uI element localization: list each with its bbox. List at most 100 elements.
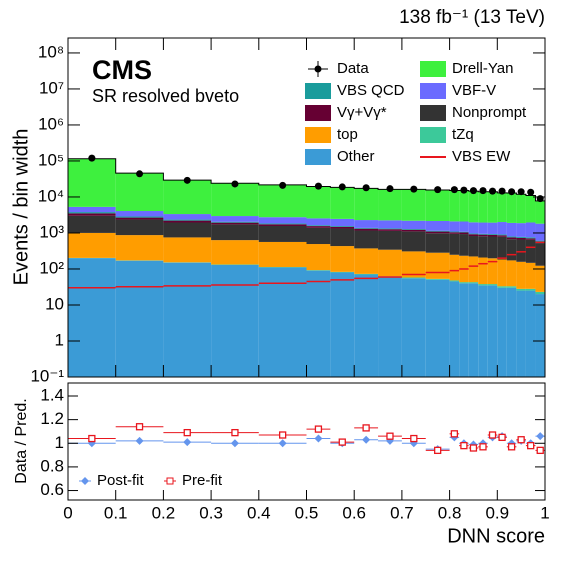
legend-label: VBS EW <box>452 148 511 165</box>
postfit-point <box>183 438 192 447</box>
y-tick-label: 10³ <box>39 222 64 241</box>
y-tick-label: 10⁴ <box>38 186 64 205</box>
postfit-point <box>536 432 545 441</box>
stack-bar <box>506 239 517 261</box>
stack-bar <box>306 270 331 271</box>
stack-bar <box>354 228 379 231</box>
data-point <box>517 188 525 196</box>
y-tick-label: 1.2 <box>40 409 64 428</box>
stack-bar <box>449 232 460 234</box>
stack-bar <box>401 278 426 377</box>
y-tick-label: 10⁶ <box>38 114 64 133</box>
y-tick-label: 1 <box>55 330 64 349</box>
stack-bar <box>401 277 426 279</box>
data-point <box>314 182 322 190</box>
y-tick-label: 10 <box>45 294 64 313</box>
stack-bar <box>478 234 488 237</box>
stack-bar <box>330 187 355 219</box>
stack-bar <box>306 226 331 228</box>
prefit-point <box>135 423 144 431</box>
stack-bar <box>535 243 545 266</box>
legend-label: top <box>337 126 358 143</box>
prefit-point <box>183 428 191 437</box>
stack-bar <box>497 236 507 260</box>
x-tick-label: 0 <box>63 503 72 522</box>
stack-bar <box>459 282 469 284</box>
y-tick-label: 1 <box>55 433 64 452</box>
stack-bar <box>378 249 402 277</box>
legend-swatch <box>305 83 331 99</box>
stack-bar <box>525 237 536 239</box>
prefit-point <box>386 432 394 440</box>
legend-label: Post-fit <box>97 472 145 489</box>
stack-bar <box>211 183 259 217</box>
stack-bar <box>378 230 402 250</box>
stack-bar <box>211 240 259 265</box>
x-tick-label: 0.2 <box>152 503 176 522</box>
stack-bar <box>478 284 488 286</box>
stack-bar <box>163 180 212 215</box>
stack-bar <box>478 257 488 285</box>
stack-bar <box>401 229 426 232</box>
stack-bar <box>449 221 460 232</box>
stack-bar <box>525 290 536 377</box>
stack-bar <box>354 274 379 377</box>
stack-bar <box>449 281 460 377</box>
stack-bar <box>487 285 498 377</box>
stack-bar <box>525 239 536 263</box>
legend-swatch <box>420 83 446 99</box>
data-point <box>386 185 394 193</box>
x-tick-label: 0.8 <box>438 503 462 522</box>
stack-bar <box>68 232 116 258</box>
y-tick-label: 0.6 <box>40 480 64 499</box>
stack-bar <box>163 219 212 221</box>
legend-label: VBF-V <box>452 82 496 99</box>
stack-bar <box>425 220 450 231</box>
data-point <box>362 184 370 192</box>
data-point <box>508 188 516 196</box>
data-point <box>536 195 544 203</box>
legend-marker <box>166 477 174 485</box>
stack-bar <box>468 256 479 283</box>
prefit-point <box>460 441 468 450</box>
stack-bar <box>506 286 517 288</box>
prefit-point <box>338 438 346 446</box>
stack-bar <box>449 231 460 233</box>
stack-bar <box>449 190 460 222</box>
stack-bar <box>516 237 526 240</box>
stack-bar <box>516 290 526 377</box>
stack-bar <box>68 206 116 213</box>
y-tick-label: 10⁵ <box>38 150 64 169</box>
x-tick-label: 0.7 <box>390 503 414 522</box>
stack-bar <box>468 191 479 223</box>
stack-bar <box>306 270 331 377</box>
stack-bar <box>354 227 379 229</box>
prefit-point <box>527 441 535 450</box>
stack-bar <box>115 260 164 377</box>
stack-bar <box>401 251 426 278</box>
stack-bar <box>487 222 498 234</box>
legend-swatch <box>420 105 446 121</box>
prefit-point <box>507 443 516 451</box>
stack-bar <box>258 224 307 226</box>
stack-bar <box>425 231 450 234</box>
stack-bar <box>330 272 355 377</box>
stack-bar <box>478 236 488 258</box>
stack-bar <box>330 246 355 272</box>
stack-bar <box>354 220 379 228</box>
prefit-point <box>434 446 442 455</box>
ratio-y-axis-label: Data / Pred. <box>13 398 30 483</box>
stack-bar <box>487 234 498 237</box>
x-tick-label: 0.3 <box>199 503 223 522</box>
stack-bar <box>506 237 517 240</box>
stack-bar <box>163 220 212 223</box>
stack-bar <box>378 229 402 231</box>
stack-bar <box>506 236 517 238</box>
stack-bar <box>497 286 507 288</box>
stack-bar <box>211 224 259 241</box>
legend-label: Drell-Yan <box>452 60 513 77</box>
stack-bar <box>306 218 331 226</box>
data-point <box>183 176 191 184</box>
stack-bar <box>258 225 307 242</box>
stack-bar <box>497 235 507 237</box>
